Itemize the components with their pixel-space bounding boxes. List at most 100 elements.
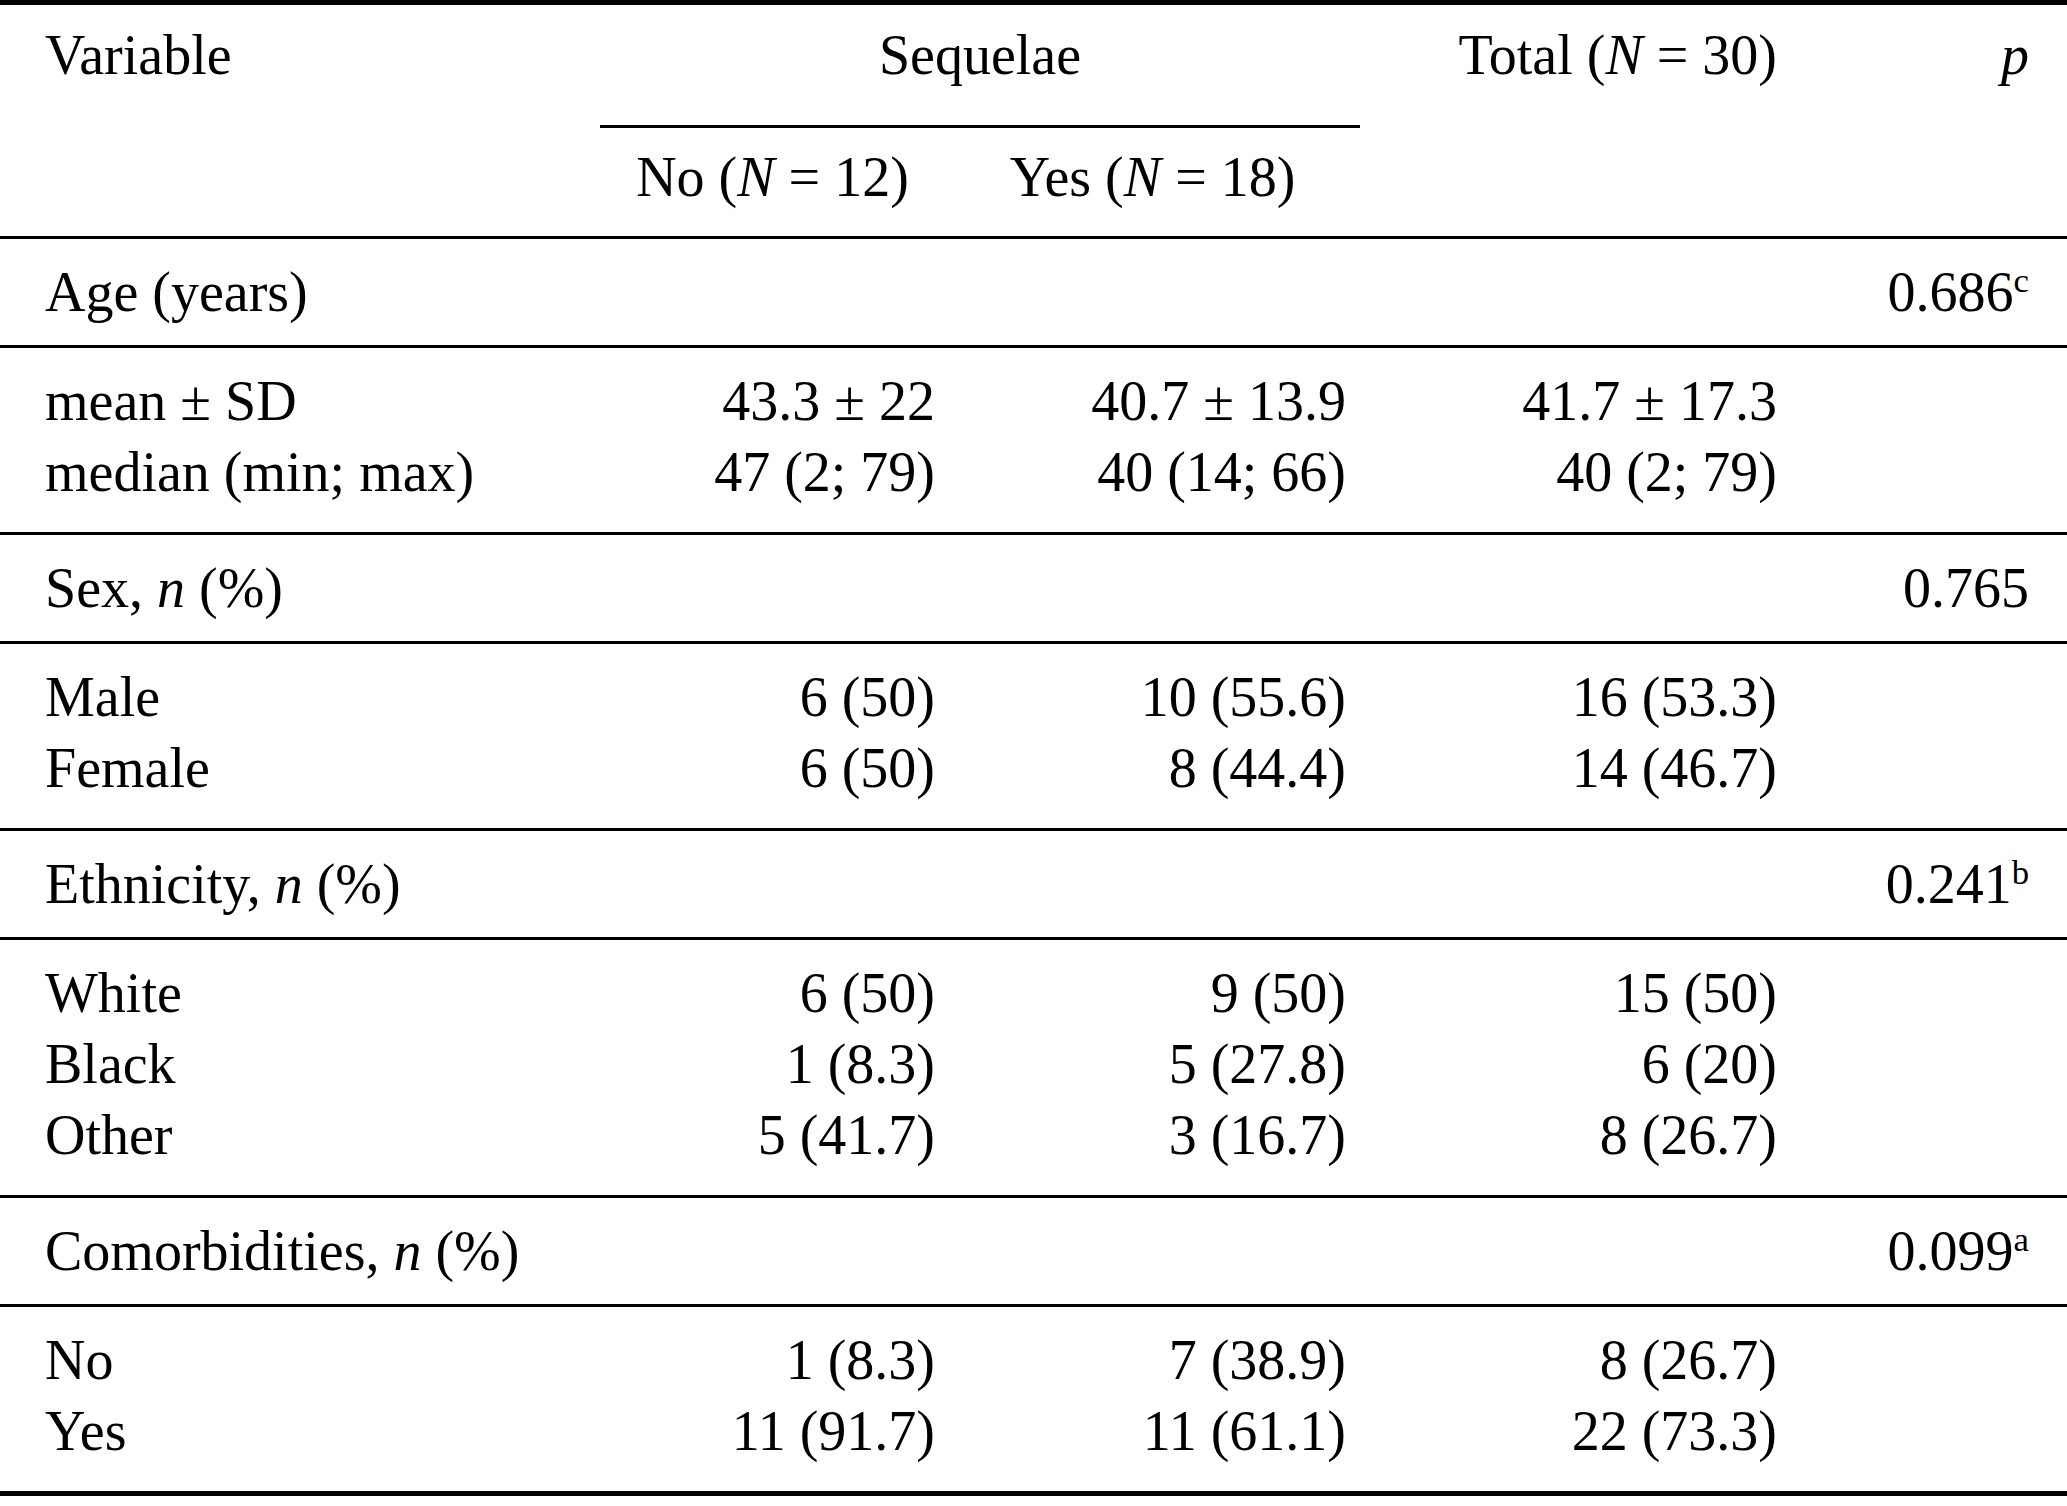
section-header-row-comorbidities: Comorbidities, n (%) 0.099a: [0, 1197, 2067, 1306]
cell-yes: 3 (16.7): [945, 1100, 1360, 1197]
cell-yes: 7 (38.9): [945, 1306, 1360, 1397]
cell-no: 43.3 ± 22: [600, 347, 945, 438]
table-row: Female 6 (50) 8 (44.4) 14 (46.7): [0, 733, 2067, 830]
col-header-total: Total (N = 30): [1360, 3, 1785, 238]
cell-total: 40 (2; 79): [1360, 437, 1785, 534]
row-label-female: Female: [0, 733, 600, 830]
row-label-other: Other: [0, 1100, 600, 1197]
cell-no: 5 (41.7): [600, 1100, 945, 1197]
p-value-comorbidities: 0.099a: [1785, 1197, 2067, 1306]
ethnicity-label-it: n: [275, 853, 303, 915]
sex-p-value: 0.765: [1903, 557, 2029, 619]
cell-p: [1785, 1100, 2067, 1197]
cell-p: [1785, 939, 2067, 1030]
row-label-yes-comorbidities: Yes: [0, 1396, 600, 1494]
cell-no: 47 (2; 79): [600, 437, 945, 534]
col-header-variable: Variable: [0, 3, 600, 238]
table-row: Other 5 (41.7) 3 (16.7) 8 (26.7): [0, 1100, 2067, 1197]
ethnicity-label-pre: Ethnicity,: [45, 853, 275, 915]
demographics-table: Variable Sequelae Total (N = 30) p No (N…: [0, 0, 2067, 1496]
section-header-row-sex: Sex, n (%) 0.765: [0, 534, 2067, 643]
paper-table-page: Variable Sequelae Total (N = 30) p No (N…: [0, 0, 2067, 1506]
cell-p: [1785, 1396, 2067, 1494]
cell-p: [1785, 1306, 2067, 1397]
p-header-label: p: [2001, 24, 2029, 86]
cell-total: 16 (53.3): [1360, 643, 1785, 734]
section-sex: Sex, n (%) 0.765 Male 6 (50) 10 (55.6) 1…: [0, 534, 2067, 830]
section-label-sex: Sex, n (%): [0, 534, 1785, 643]
ethnicity-p-value: 0.241: [1886, 853, 2012, 915]
cell-p: [1785, 643, 2067, 734]
age-p-value: 0.686: [1888, 261, 2014, 323]
no-header-pre: No (: [636, 146, 737, 208]
cell-yes: 11 (61.1): [945, 1396, 1360, 1494]
section-label-ethnicity: Ethnicity, n (%): [0, 830, 1785, 939]
cell-yes: 9 (50): [945, 939, 1360, 1030]
cell-total: 6 (20): [1360, 1029, 1785, 1100]
row-label-white: White: [0, 939, 600, 1030]
cell-total: 41.7 ± 17.3: [1360, 347, 1785, 438]
row-label-male: Male: [0, 643, 600, 734]
comorbidities-label-it: n: [393, 1220, 421, 1282]
row-label-no-comorbidities: No: [0, 1306, 600, 1397]
row-label-black: Black: [0, 1029, 600, 1100]
yes-header-post: = 18): [1161, 146, 1295, 208]
section-age: Age (years) 0.686c mean ± SD 43.3 ± 22 4…: [0, 238, 2067, 534]
p-value-ethnicity: 0.241b: [1785, 830, 2067, 939]
cell-yes: 40.7 ± 13.9: [945, 347, 1360, 438]
cell-no: 6 (50): [600, 733, 945, 830]
comorbidities-p-superscript: a: [2014, 1220, 2029, 1259]
cell-total: 15 (50): [1360, 939, 1785, 1030]
age-label-pre: Age (years): [45, 261, 308, 323]
row-label-median: median (min; max): [0, 437, 600, 534]
cell-total: 22 (73.3): [1360, 1396, 1785, 1494]
cell-no: 6 (50): [600, 939, 945, 1030]
sex-label-post: (%): [185, 557, 283, 619]
sequelae-header-label: Sequelae: [879, 24, 1081, 86]
header-row-1: Variable Sequelae Total (N = 30) p: [0, 3, 2067, 127]
table-row: No 1 (8.3) 7 (38.9) 8 (26.7): [0, 1306, 2067, 1397]
cell-yes: 40 (14; 66): [945, 437, 1360, 534]
table-row: Yes 11 (91.7) 11 (61.1) 22 (73.3): [0, 1396, 2067, 1494]
age-p-superscript: c: [2014, 261, 2029, 300]
comorbidities-label-post: (%): [421, 1220, 519, 1282]
table-row: Black 1 (8.3) 5 (27.8) 6 (20): [0, 1029, 2067, 1100]
cell-no: 6 (50): [600, 643, 945, 734]
cell-p: [1785, 1029, 2067, 1100]
col-header-sequelae: Sequelae: [600, 3, 1360, 127]
cell-no: 1 (8.3): [600, 1306, 945, 1397]
comorbidities-p-value: 0.099: [1888, 1220, 2014, 1282]
ethnicity-p-superscript: b: [2012, 853, 2029, 892]
cell-yes: 8 (44.4): [945, 733, 1360, 830]
table-row: White 6 (50) 9 (50) 15 (50): [0, 939, 2067, 1030]
p-value-age: 0.686c: [1785, 238, 2067, 347]
table-row: mean ± SD 43.3 ± 22 40.7 ± 13.9 41.7 ± 1…: [0, 347, 2067, 438]
col-header-sequelae-no: No (N = 12): [600, 127, 945, 238]
table-row: Male 6 (50) 10 (55.6) 16 (53.3): [0, 643, 2067, 734]
cell-total: 8 (26.7): [1360, 1306, 1785, 1397]
total-header-post: = 30): [1643, 24, 1777, 86]
sex-label-pre: Sex,: [45, 557, 157, 619]
cell-total: 8 (26.7): [1360, 1100, 1785, 1197]
col-header-sequelae-yes: Yes (N = 18): [945, 127, 1360, 238]
col-header-p: p: [1785, 3, 2067, 238]
yes-header-pre: Yes (: [1010, 146, 1124, 208]
section-label-age: Age (years): [0, 238, 1785, 347]
cell-p: [1785, 437, 2067, 534]
section-comorbidities: Comorbidities, n (%) 0.099a No 1 (8.3) 7…: [0, 1197, 2067, 1494]
section-header-row-age: Age (years) 0.686c: [0, 238, 2067, 347]
no-header-n: N: [737, 146, 774, 208]
cell-p: [1785, 733, 2067, 830]
table-row: median (min; max) 47 (2; 79) 40 (14; 66)…: [0, 437, 2067, 534]
section-ethnicity: Ethnicity, n (%) 0.241b White 6 (50) 9 (…: [0, 830, 2067, 1197]
row-label-mean-sd: mean ± SD: [0, 347, 600, 438]
comorbidities-label-pre: Comorbidities,: [45, 1220, 393, 1282]
cell-yes: 5 (27.8): [945, 1029, 1360, 1100]
cell-no: 11 (91.7): [600, 1396, 945, 1494]
total-header-n: N: [1605, 24, 1642, 86]
cell-yes: 10 (55.6): [945, 643, 1360, 734]
cell-total: 14 (46.7): [1360, 733, 1785, 830]
cell-no: 1 (8.3): [600, 1029, 945, 1100]
variable-header-label: Variable: [45, 24, 232, 86]
total-header-pre: Total (: [1458, 24, 1605, 86]
